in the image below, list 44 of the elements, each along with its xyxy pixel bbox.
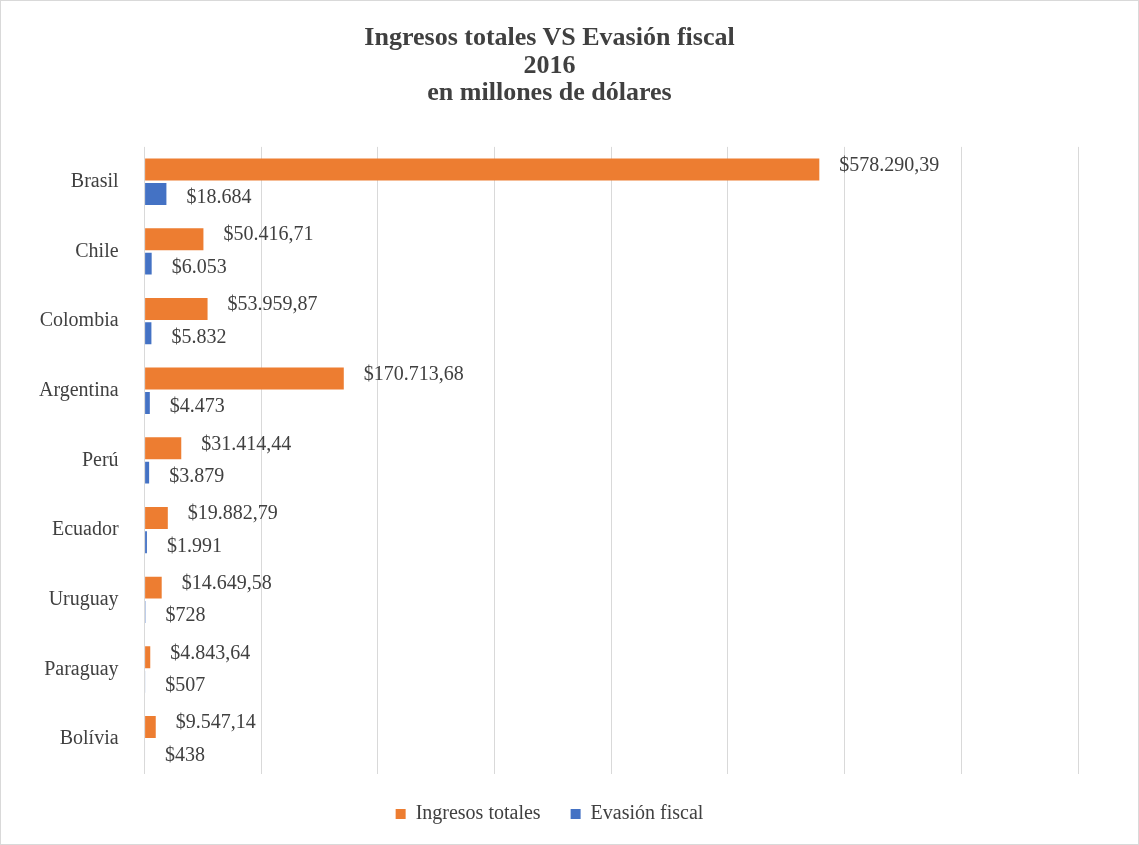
bar xyxy=(145,252,152,275)
data-label: $1.991 xyxy=(166,533,222,556)
legend-label: Ingresos totales xyxy=(415,801,541,825)
bar xyxy=(145,228,204,251)
data-label: $4.473 xyxy=(169,394,225,417)
legend-label: Evasión fiscal xyxy=(590,801,704,824)
bar xyxy=(145,391,150,414)
y-tick-label: Chile xyxy=(75,238,119,261)
y-tick-label: Bolívia xyxy=(59,726,119,749)
data-label: $53.959,87 xyxy=(227,292,318,315)
bar xyxy=(145,715,156,738)
data-label: $438 xyxy=(165,742,206,765)
bar xyxy=(145,182,167,205)
chart-title: Ingresos totales VS Evasión fiscal 2016 en millones de dólares xyxy=(364,22,735,106)
bar xyxy=(145,322,152,345)
y-tick-label: Argentina xyxy=(39,378,119,402)
data-label: $578.290,39 xyxy=(839,152,940,175)
data-label: $6.053 xyxy=(171,254,227,277)
y-tick-label: Uruguay xyxy=(48,587,119,611)
bar xyxy=(145,461,150,484)
data-label: $14.649,58 xyxy=(181,570,272,593)
bar xyxy=(145,576,162,599)
data-label: $507 xyxy=(165,672,206,695)
y-tick-label: Paraguay xyxy=(44,656,119,680)
bar xyxy=(145,367,344,390)
bar xyxy=(145,297,208,320)
data-label: $50.416,71 xyxy=(223,222,314,245)
data-label: $170.713,68 xyxy=(363,361,464,384)
bar xyxy=(145,158,820,181)
bar xyxy=(145,646,151,669)
y-tick-label: Perú xyxy=(81,447,119,470)
data-label: $31.414,44 xyxy=(201,431,292,454)
y-tick-label: Brasil xyxy=(70,168,120,191)
bar xyxy=(145,506,168,529)
y-tick-label: Colombia xyxy=(39,308,119,331)
data-label: $728 xyxy=(165,603,206,626)
bar xyxy=(145,437,182,460)
data-label: $18.684 xyxy=(186,185,252,208)
data-label: $19.882,79 xyxy=(187,501,278,524)
y-tick-label: Ecuador xyxy=(51,517,119,540)
data-label: $4.843,64 xyxy=(170,640,251,663)
data-label: $5.832 xyxy=(171,324,227,347)
data-label: $9.547,14 xyxy=(175,710,256,733)
data-label: $3.879 xyxy=(169,463,225,486)
